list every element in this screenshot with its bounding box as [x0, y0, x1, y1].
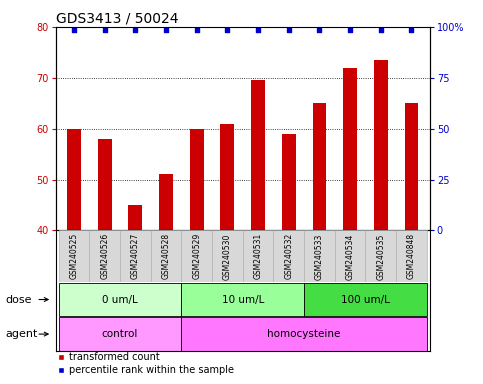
- Bar: [67, 129, 81, 230]
- Point: [408, 27, 415, 33]
- Bar: [120, 230, 151, 282]
- Bar: [374, 60, 388, 230]
- Text: agent: agent: [6, 329, 38, 339]
- Point: [285, 27, 293, 33]
- Text: homocysteine: homocysteine: [268, 329, 341, 339]
- Text: control: control: [102, 329, 138, 339]
- Text: dose: dose: [6, 295, 32, 305]
- Bar: [243, 230, 273, 282]
- Text: GSM240532: GSM240532: [284, 233, 293, 280]
- Bar: [98, 139, 112, 230]
- Text: GDS3413 / 50024: GDS3413 / 50024: [56, 12, 178, 26]
- Bar: [251, 80, 265, 230]
- Bar: [181, 230, 212, 282]
- Text: GSM240525: GSM240525: [70, 233, 78, 280]
- Text: GSM240534: GSM240534: [346, 233, 355, 280]
- Text: GSM240526: GSM240526: [100, 233, 109, 280]
- Bar: [212, 230, 243, 282]
- Bar: [366, 230, 396, 282]
- Bar: [405, 103, 418, 230]
- Text: GSM240533: GSM240533: [315, 233, 324, 280]
- Point: [224, 27, 231, 33]
- Point: [377, 27, 384, 33]
- Point: [101, 27, 109, 33]
- Text: GSM240535: GSM240535: [376, 233, 385, 280]
- Bar: [313, 103, 327, 230]
- Bar: [181, 318, 427, 351]
- Bar: [304, 283, 427, 316]
- Text: 0 um/L: 0 um/L: [102, 295, 138, 305]
- Bar: [282, 134, 296, 230]
- Bar: [181, 283, 304, 316]
- Bar: [396, 230, 427, 282]
- Point: [162, 27, 170, 33]
- Text: GSM240530: GSM240530: [223, 233, 232, 280]
- Bar: [89, 230, 120, 282]
- Bar: [343, 68, 357, 230]
- Text: GSM240528: GSM240528: [161, 233, 170, 280]
- Text: GSM240531: GSM240531: [254, 233, 263, 280]
- Bar: [159, 174, 173, 230]
- Bar: [190, 129, 204, 230]
- Text: GSM240529: GSM240529: [192, 233, 201, 280]
- Bar: [58, 230, 89, 282]
- Bar: [58, 283, 181, 316]
- Point: [70, 27, 78, 33]
- Point: [254, 27, 262, 33]
- Point: [131, 27, 139, 33]
- Bar: [128, 205, 142, 230]
- Bar: [220, 124, 234, 230]
- Text: GSM240848: GSM240848: [407, 233, 416, 280]
- Bar: [58, 318, 181, 351]
- Point: [193, 27, 200, 33]
- Bar: [304, 230, 335, 282]
- Text: GSM240527: GSM240527: [131, 233, 140, 280]
- Legend: transformed count, percentile rank within the sample: transformed count, percentile rank withi…: [53, 348, 238, 379]
- Bar: [151, 230, 181, 282]
- Point: [315, 27, 323, 33]
- Point: [346, 27, 354, 33]
- Text: 100 um/L: 100 um/L: [341, 295, 390, 305]
- Bar: [273, 230, 304, 282]
- Bar: [335, 230, 366, 282]
- Text: 10 um/L: 10 um/L: [222, 295, 264, 305]
